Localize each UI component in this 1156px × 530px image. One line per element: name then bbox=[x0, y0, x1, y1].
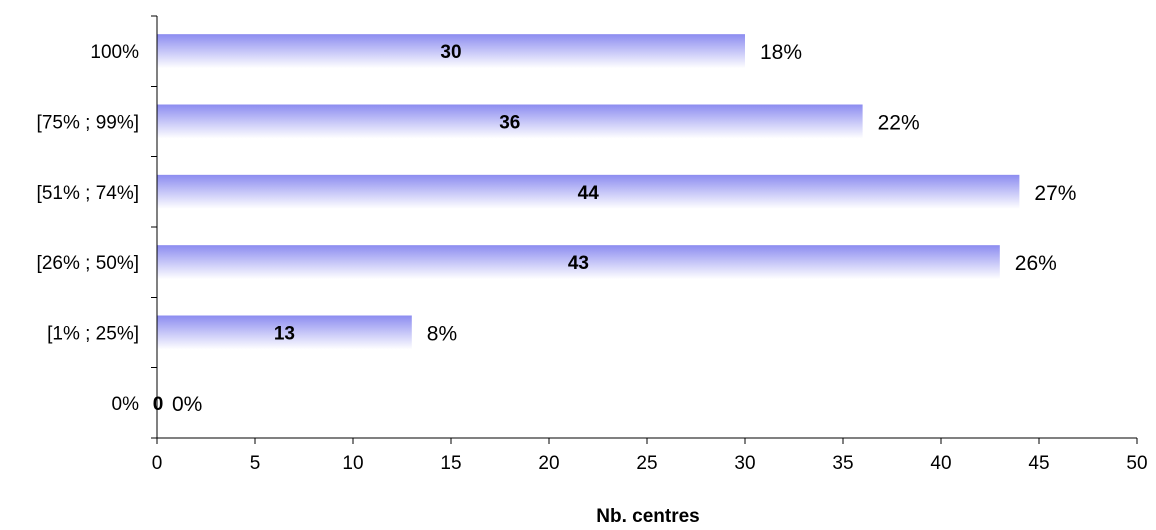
x-tick-label: 15 bbox=[440, 453, 461, 474]
y-tick-label: 0% bbox=[112, 394, 140, 415]
bar-value-label: 13 bbox=[274, 324, 295, 345]
bar-value-label: 44 bbox=[578, 183, 600, 204]
bar-value-label: 43 bbox=[568, 253, 589, 274]
x-tick-label: 0 bbox=[152, 453, 163, 474]
x-tick-label: 30 bbox=[734, 453, 755, 474]
x-tick-label: 20 bbox=[538, 453, 559, 474]
x-tick-label: 50 bbox=[1126, 453, 1147, 474]
bar-value-label: 36 bbox=[499, 113, 520, 134]
y-tick-label: [75% ; 99%] bbox=[37, 113, 139, 134]
bar-percent-label: 8% bbox=[427, 323, 457, 346]
y-tick-label: [26% ; 50%] bbox=[37, 253, 139, 274]
y-tick-label: [51% ; 74%] bbox=[37, 183, 139, 204]
x-tick-label: 10 bbox=[342, 453, 363, 474]
x-tick-label: 5 bbox=[250, 453, 261, 474]
bar-percent-label: 0% bbox=[172, 393, 202, 416]
bar-value-label: 30 bbox=[440, 42, 461, 63]
bar-percent-label: 22% bbox=[878, 112, 920, 135]
y-tick-label: [1% ; 25%] bbox=[47, 324, 139, 345]
y-tick-label: 100% bbox=[90, 42, 139, 63]
bar-percent-label: 26% bbox=[1015, 252, 1057, 275]
x-tick-label: 45 bbox=[1028, 453, 1049, 474]
bar-value-label: 0 bbox=[153, 394, 164, 415]
x-tick-label: 35 bbox=[832, 453, 853, 474]
x-tick-label: 40 bbox=[930, 453, 951, 474]
x-tick-label: 25 bbox=[636, 453, 657, 474]
bar-percent-label: 18% bbox=[760, 41, 802, 64]
axes-layer bbox=[151, 16, 1137, 444]
bar-percent-label: 27% bbox=[1034, 182, 1076, 205]
x-axis-title: Nb. centres bbox=[596, 506, 699, 527]
